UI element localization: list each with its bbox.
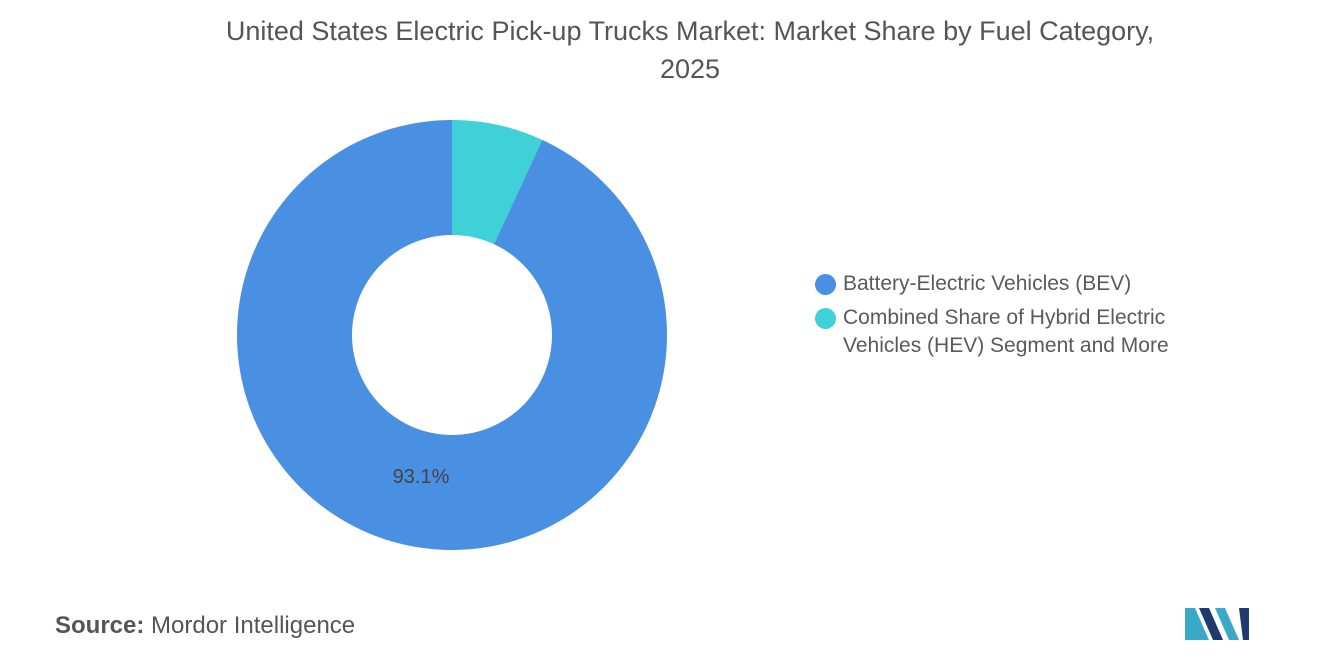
logo-shape-middle bbox=[1215, 608, 1239, 640]
donut-slice-bev-label: 93.1% bbox=[393, 466, 450, 488]
source-note: Source: Mordor Intelligence bbox=[55, 612, 355, 640]
legend-label-hev: Combined Share of Hybrid Electric Vehicl… bbox=[843, 306, 1169, 357]
chart-title-line-2: 2025 bbox=[659, 54, 721, 84]
source-key: Source: bbox=[55, 612, 145, 639]
logo-shape-middle-dark bbox=[1199, 608, 1223, 640]
donut-data-labels: 93.1% bbox=[393, 466, 450, 488]
legend-swatch-hev bbox=[815, 308, 836, 329]
chart-title-line-1: United States Electric Pick-up Trucks Ma… bbox=[225, 16, 1155, 46]
source-value: Mordor Intelligence bbox=[151, 612, 356, 639]
mordor-intelligence-logo bbox=[1185, 608, 1249, 640]
logo-shape-left bbox=[1185, 608, 1209, 640]
legend-swatch-bev bbox=[815, 274, 836, 295]
legend-item-hev: Combined Share of Hybrid Electric Vehicl… bbox=[815, 304, 1215, 360]
logo-shape-right bbox=[1239, 608, 1249, 640]
legend-item-bev: Battery-Electric Vehicles (BEV) bbox=[815, 270, 1215, 298]
chart-legend: Battery-Electric Vehicles (BEV) Combined… bbox=[815, 270, 1215, 366]
chart-title: United States Electric Pick-up Trucks Ma… bbox=[0, 12, 1320, 88]
donut-slice-bev bbox=[236, 120, 667, 550]
legend-label-bev: Battery-Electric Vehicles (BEV) bbox=[843, 272, 1132, 295]
donut-slices bbox=[236, 120, 667, 550]
donut-slice-hev bbox=[452, 120, 543, 245]
